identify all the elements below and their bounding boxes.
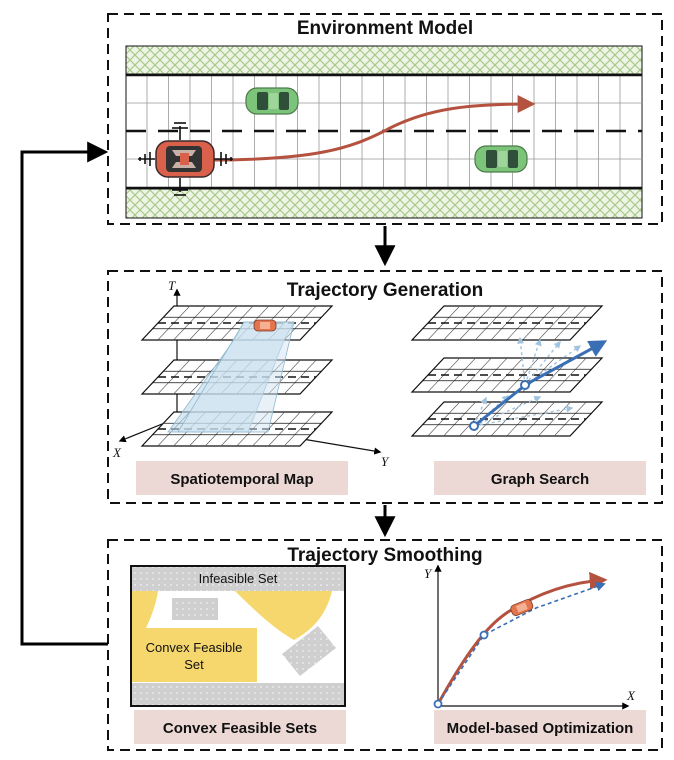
feasible-region-curve (235, 591, 332, 640)
environment-panel-title: Environment Model (297, 18, 473, 39)
caption-model-based-optimization: Model-based Optimization (447, 720, 634, 737)
grid-layer-line (553, 357, 587, 393)
bottom-shoulder (125, 188, 643, 219)
top-shoulder (125, 45, 643, 75)
grid-layer-line (459, 401, 492, 437)
grid-layer-line (268, 411, 301, 447)
grid-layer-line (283, 359, 317, 395)
grid-layer-line (204, 305, 238, 341)
grid-layer-line (474, 305, 508, 341)
environment-panel-border (107, 13, 663, 225)
caption-spatiotemporal-map: Spatiotemporal Map (170, 471, 313, 488)
other-car-top (245, 87, 299, 115)
grid-layer-line (553, 305, 587, 341)
planned-trajectory (207, 95, 536, 162)
ego-car (138, 122, 233, 196)
obstacle-right (282, 626, 336, 676)
caption-convex-sets-bg (134, 710, 346, 744)
caption-optimization-bg (434, 710, 646, 744)
convex-sets-figure: Infeasible Set Convex Feasible Set (130, 565, 346, 707)
opt-car-icon (510, 599, 534, 616)
graph-search-path (469, 340, 608, 431)
convex-set-label-line1: Convex Feasible (146, 640, 243, 655)
grid-layer-line (538, 305, 571, 341)
grid-layer-line (189, 305, 222, 341)
generation-panel-title: Trajectory Generation (287, 280, 483, 301)
caption-graph-search-bg (434, 461, 646, 495)
convex-set-label-line2: Set (184, 657, 204, 672)
grid-layer (410, 305, 604, 341)
grid-layer (410, 401, 604, 437)
y-axis-label: Y (381, 454, 390, 469)
other-car-bottom (474, 145, 528, 173)
caption-graph-search: Graph Search (491, 471, 589, 488)
caption-spatiotemporal-map-bg (136, 461, 348, 495)
generation-panel-border (107, 270, 663, 504)
opt-y-axis-label: Y (424, 566, 433, 581)
x-axis-label: X (112, 445, 122, 460)
grid-layer-line (459, 305, 492, 341)
obstacle-left (172, 598, 218, 620)
t-axis-label: T (168, 278, 176, 293)
caption-convex-feasible-sets: Convex Feasible Sets (163, 720, 317, 737)
grid-layer-line (474, 357, 508, 393)
graph-search-candidates (473, 336, 582, 427)
infeasible-set-label: Infeasible Set (199, 571, 278, 586)
grid-layer-line (538, 401, 571, 437)
grid-layer-line (553, 401, 587, 437)
convex-feasible-set (132, 628, 257, 682)
smoothed-trajectory (436, 571, 608, 705)
graph-search-layers (410, 305, 604, 437)
infeasible-bottom-band (132, 683, 344, 705)
optimization-plot: Y X (424, 564, 636, 710)
grid-layer-line (283, 411, 317, 447)
feasible-region-left (132, 591, 158, 630)
corridor-side (177, 321, 295, 433)
smoothing-panel-title: Trajectory Smoothing (287, 545, 482, 566)
smoothing-panel-border (107, 539, 663, 751)
reference-path (437, 582, 606, 705)
corridor-car-icon (253, 319, 277, 332)
grid-layer-line (459, 357, 492, 393)
opt-x-axis-label: X (626, 688, 636, 703)
feedback-loop-arrow (20, 141, 109, 646)
grid-layer (410, 357, 604, 393)
infeasible-top-band (132, 567, 344, 591)
